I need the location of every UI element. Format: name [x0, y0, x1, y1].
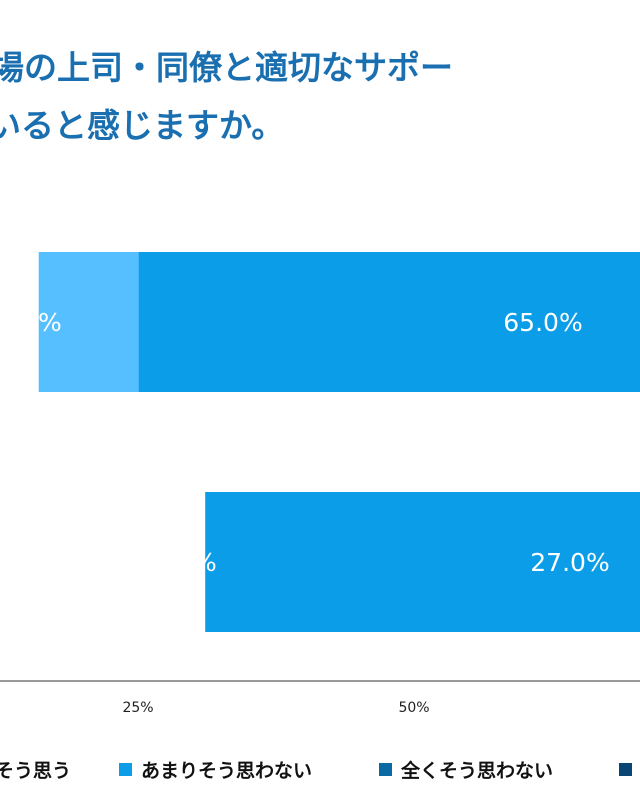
legend-label: 全くそう思わない [400, 759, 553, 782]
x-tick-label: 50% [398, 700, 429, 716]
legend-label: あまりそう思わない [141, 760, 312, 782]
bar-data-label: 9.0% [0, 308, 62, 337]
bar-segment [138, 252, 640, 392]
chart-title-line-1: 場の上司・同僚と適切なサポー [0, 48, 453, 87]
legend-label: そう思う [0, 760, 71, 782]
bar-segment [38, 252, 139, 392]
bar-data-label: 27.0% [530, 548, 609, 577]
legend-swatch [379, 763, 392, 776]
legend-swatch [119, 763, 132, 776]
bar-data-label: 65.0% [503, 308, 582, 337]
bar-segment [205, 492, 640, 632]
legend-swatch [619, 763, 632, 776]
bar-data-label: 41.0% [137, 548, 216, 577]
x-tick-label: 25% [122, 700, 153, 716]
chart-title-line-2: いると感じますか。 [0, 106, 285, 145]
